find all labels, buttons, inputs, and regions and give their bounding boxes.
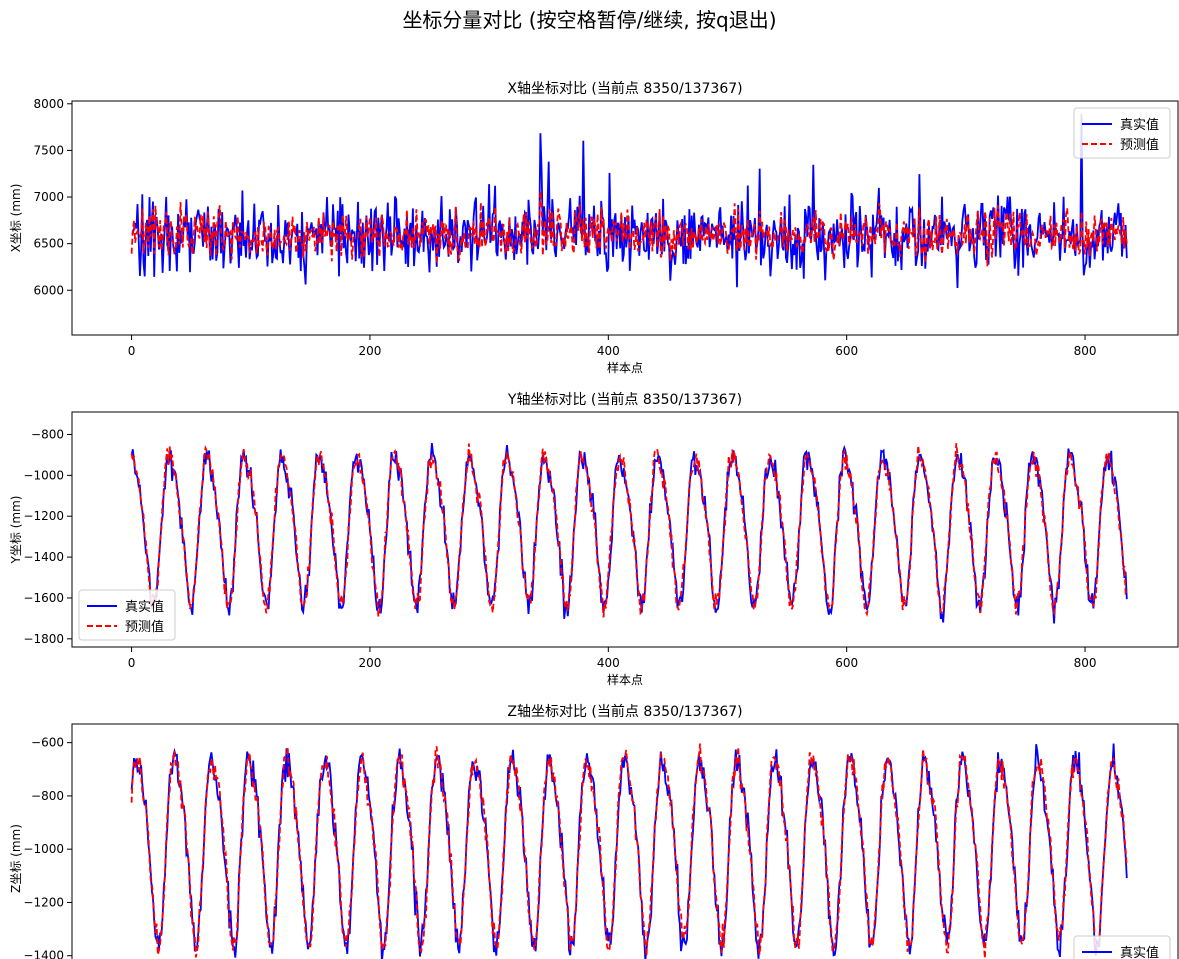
y-axis-label: Y坐标 (mm) xyxy=(9,496,23,565)
x-axis-label: 样本点 xyxy=(607,672,643,687)
legend-label-true: 真实值 xyxy=(125,599,164,615)
series-pred-line xyxy=(130,743,1128,959)
y-tick-label: −1200 xyxy=(23,509,64,523)
legend-label-true: 真实值 xyxy=(1120,117,1159,133)
x-tick-label: 200 xyxy=(358,344,381,358)
y-tick-label: −1200 xyxy=(23,895,64,909)
x-axis-label: 样本点 xyxy=(607,360,643,375)
series-pred-line xyxy=(130,443,1128,618)
series-true-line xyxy=(131,114,1128,289)
y-tick-label: 7000 xyxy=(33,190,64,204)
x-tick-label: 400 xyxy=(597,344,620,358)
series-true-line xyxy=(130,443,1128,624)
x-tick-label: 200 xyxy=(358,656,381,670)
axes-frame xyxy=(71,723,1179,959)
x-tick-label: 600 xyxy=(835,344,858,358)
legend-box xyxy=(1073,935,1171,959)
z-axis-chart: Z轴坐标对比 (当前点 8350/137367) −1400 −1200 −1000 −… xyxy=(9,703,1179,959)
chart-title: X轴坐标对比 (当前点 8350/137367) xyxy=(507,80,742,97)
axes-frame xyxy=(71,100,1179,336)
x-tick-label: 400 xyxy=(597,656,620,670)
x-tick-label: 0 xyxy=(128,344,136,358)
y-tick-label: −600 xyxy=(31,736,64,750)
axes-frame xyxy=(71,411,1179,648)
legend-label-pred: 预测值 xyxy=(1120,137,1159,153)
y-tick-label: 6000 xyxy=(33,283,64,297)
y-tick-label: −800 xyxy=(31,427,64,441)
y-axis-label: X坐标 (mm) xyxy=(9,184,23,253)
chart-title: Z轴坐标对比 (当前点 8350/137367) xyxy=(507,703,742,720)
x-tick-label: 0 xyxy=(128,656,136,670)
y-axis-chart: Y轴坐标对比 (当前点 8350/137367) 0 200 400 600 800 −18… xyxy=(9,391,1179,687)
y-tick-label: −1000 xyxy=(23,842,64,856)
y-tick-label: −800 xyxy=(31,789,64,803)
y-tick-label: −1600 xyxy=(23,591,64,605)
y-tick-label: −1400 xyxy=(23,949,64,959)
y-tick-label: 7500 xyxy=(33,143,64,157)
x-tick-label: 800 xyxy=(1074,656,1097,670)
y-tick-label: −1000 xyxy=(23,468,64,482)
series-pred-line xyxy=(130,191,1128,267)
figure-title: 坐标分量对比 (按空格暂停/继续, 按q退出) xyxy=(402,8,777,32)
y-axis-label: Z坐标 (mm) xyxy=(9,824,23,893)
x-tick-label: 600 xyxy=(835,656,858,670)
y-tick-label: −1400 xyxy=(23,550,64,564)
legend-box xyxy=(78,589,176,641)
y-tick-label: 6500 xyxy=(33,237,64,251)
y-tick-label: −1800 xyxy=(23,632,64,646)
x-axis-chart: X轴坐标对比 (当前点 8350/137367) 0 200 400 600 800 600… xyxy=(9,80,1179,375)
legend-label-true: 真实值 xyxy=(1120,945,1159,959)
legend-label-pred: 预测值 xyxy=(125,619,164,635)
y-tick-label: 8000 xyxy=(33,97,64,111)
x-tick-label: 800 xyxy=(1074,344,1097,358)
chart-title: Y轴坐标对比 (当前点 8350/137367) xyxy=(507,391,742,408)
legend-box xyxy=(1073,107,1171,159)
